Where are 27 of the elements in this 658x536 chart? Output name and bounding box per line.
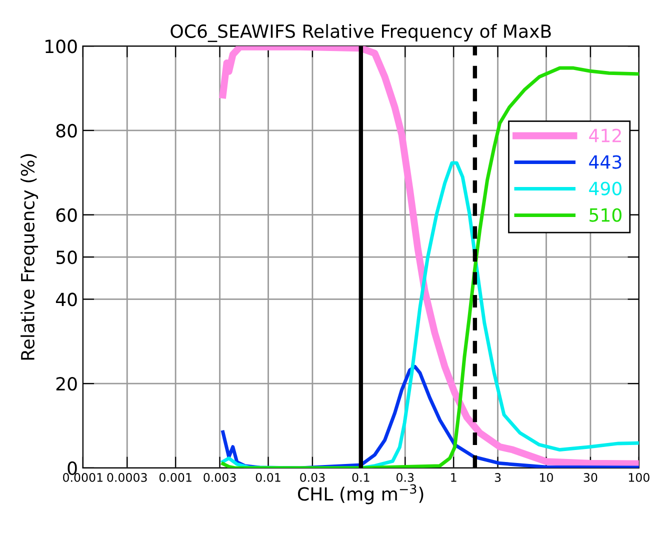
y-tick-label: 50	[56, 250, 77, 264]
y-tick-label: 0	[68, 461, 77, 476]
chart-title: OC6_SEAWIFS Relative Frequency of MaxB	[170, 24, 551, 42]
y-tick-label: 60	[56, 208, 77, 222]
legend-label: 412	[589, 128, 621, 142]
x-tick-label: 0.0003	[107, 473, 147, 482]
x-tick-label: 10	[540, 473, 553, 482]
x-tick-label: 0.1	[352, 473, 370, 482]
legend-label: 490	[589, 182, 622, 196]
x-axis-title: CHL (mg m$^{−3}$)	[298, 484, 424, 504]
y-tick-label: 80	[56, 124, 77, 138]
y-tick-label: 20	[56, 377, 77, 391]
x-tick-label: 100	[628, 473, 650, 482]
y-tick-label: 100	[46, 40, 77, 54]
x-tick-label: 0.01	[256, 473, 280, 482]
legend-label: 510	[590, 208, 622, 222]
x-tick-label: 30	[584, 473, 598, 482]
x-tick-label: 0.3	[396, 473, 414, 482]
y-axis-title: Relative Frequency (%)	[20, 154, 38, 360]
x-tick-label: 3	[494, 473, 501, 482]
x-tick-label: 0.001	[159, 473, 192, 482]
legend-label: 443	[589, 155, 622, 169]
y-tick-label: 40	[56, 292, 77, 306]
x-tick-label: 0.003	[204, 473, 236, 482]
x-tick-label: 0.0001	[63, 473, 102, 482]
x-tick-label: 1	[451, 473, 456, 482]
x-tick-label: 0.03	[300, 473, 325, 482]
